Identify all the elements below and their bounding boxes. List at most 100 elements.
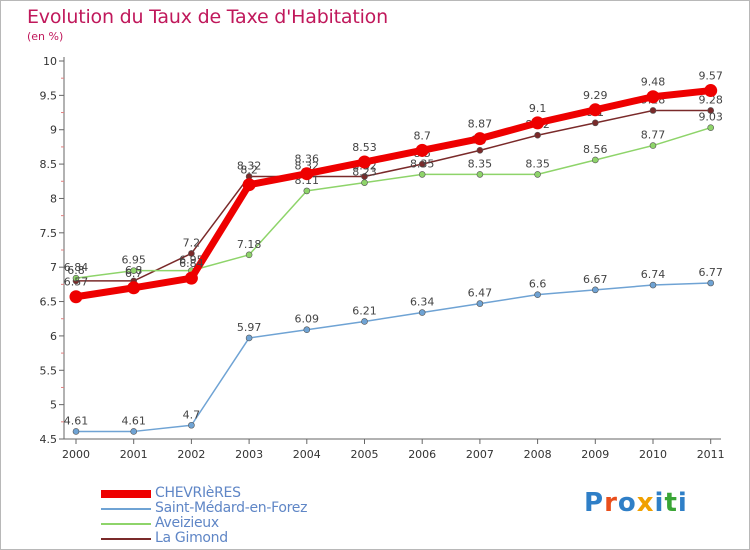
x-tick-label: 2005 (351, 448, 379, 461)
data-point (476, 300, 484, 307)
data-label: 8.7 (413, 129, 431, 142)
data-label: 8.2 (240, 164, 258, 177)
data-point (707, 107, 715, 114)
legend-label: La Gimond (155, 530, 228, 546)
data-point (72, 274, 80, 282)
data-point (361, 179, 368, 186)
data-label: 6.74 (641, 268, 666, 281)
x-tick-label: 2010 (639, 448, 667, 461)
data-point (418, 309, 426, 316)
y-tick-label: 9.5 (40, 89, 58, 102)
series-line (75, 126, 712, 279)
data-label: 9.1 (529, 102, 547, 115)
data-label: 6.95 (121, 254, 146, 267)
legend-item: Saint-Médard-en-Forez (101, 500, 401, 516)
data-label: 4.7 (183, 408, 201, 421)
legend: CHEVRIèRES Saint-Médard-en-Forez Aveizieux… (101, 485, 401, 546)
y-tick-label: 9 (50, 124, 57, 137)
x-tick-label: 2009 (581, 448, 609, 461)
legend-label: Saint-Médard-en-Forez (155, 500, 308, 516)
series-chevri-res: 6.57 6.7 6.84 8.2 8.36 8.53 8.7 8.87 9.1 9.29 9.48… (64, 70, 723, 304)
legend-item: CHEVRIèRES (101, 485, 401, 501)
data-point (188, 250, 195, 257)
data-label: 9.57 (698, 70, 723, 83)
chart-title: Evolution du Taux de Taxe d'Habitation (27, 6, 388, 28)
data-point (591, 156, 599, 164)
x-tick-label: 2006 (408, 448, 436, 461)
data-label: 8.87 (468, 118, 493, 131)
logo-letter: r (604, 488, 618, 518)
series-line (72, 87, 715, 301)
data-label: 9.03 (698, 111, 723, 124)
data-point (127, 281, 141, 295)
data-point (418, 160, 426, 168)
logo-letter: i (677, 488, 688, 518)
data-point (184, 271, 198, 285)
x-tick-label: 2004 (293, 448, 321, 461)
data-point (72, 428, 80, 435)
data-point (704, 84, 718, 98)
logo-letter: P (584, 488, 605, 518)
data-label: 6.09 (295, 313, 320, 326)
data-label: 6.8 (67, 264, 85, 277)
series-saint-m-dard-en-forez: 4.61 4.61 4.7 5.97 6.09 6.21 6.34 6.47 6.6 6.67 6.… (64, 266, 723, 435)
legend-swatch (101, 523, 151, 525)
data-label: 8.35 (468, 157, 493, 170)
proxiti-logo: Proxiti (584, 488, 688, 518)
y-tick-label: 5.5 (40, 364, 58, 377)
y-tick-label: 8 (50, 192, 57, 205)
data-point (358, 155, 371, 169)
data-point (130, 428, 137, 435)
data-label: 6.34 (410, 296, 435, 309)
y-tick-label: 7.5 (40, 227, 58, 240)
data-point (476, 171, 484, 178)
data-label: 4.61 (121, 414, 146, 427)
x-tick-label: 2000 (62, 448, 90, 461)
series-la-gimond: 6.86.87.28.328.328.328.58.78.929.19.289.… (67, 93, 723, 285)
data-label: 8.56 (583, 143, 608, 156)
data-point (242, 178, 256, 192)
data-point (245, 334, 253, 342)
data-point (707, 279, 715, 287)
y-tick-label: 4.5 (40, 433, 58, 446)
y-tick-label: 10 (43, 55, 57, 68)
data-point (534, 131, 541, 139)
legend-swatch (101, 490, 151, 498)
logo-letter: t (664, 488, 678, 518)
data-label: 6.6 (529, 278, 547, 291)
x-tick-label: 2007 (466, 448, 494, 461)
x-tick-label: 2001 (120, 448, 148, 461)
x-tick-label: 2008 (524, 448, 552, 461)
data-point (476, 147, 484, 154)
data-label: 8.77 (641, 129, 666, 142)
data-point (534, 171, 541, 178)
data-label: 6.77 (698, 266, 723, 279)
data-label: 7.2 (183, 236, 201, 249)
series-aveizieux: 6.846.95 6.957.188.118.238.35 8.35 8.358.56… (64, 111, 723, 282)
data-label: 7.18 (237, 238, 262, 251)
legend-swatch (101, 508, 151, 510)
data-point (646, 90, 660, 104)
data-label: 6.21 (352, 304, 377, 317)
data-point (303, 187, 311, 195)
y-tick-label: 5 (50, 399, 57, 412)
data-point (534, 291, 541, 298)
data-point (245, 251, 253, 259)
data-label: 6.84 (179, 257, 204, 270)
data-label: 9.28 (698, 93, 723, 106)
y-tick-label: 6 (50, 330, 57, 343)
series-line (75, 109, 712, 282)
x-tick-label: 2003 (235, 448, 263, 461)
data-label: 9.48 (641, 76, 666, 89)
data-point (588, 103, 602, 117)
data-point (591, 119, 599, 127)
data-label: 8.53 (352, 141, 377, 154)
data-label: 8.36 (295, 153, 320, 166)
y-tick-label: 7 (50, 261, 57, 274)
data-point (418, 171, 426, 178)
data-label: 8.32 (237, 159, 262, 172)
data-label: 5.97 (237, 321, 262, 334)
y-tick-label: 8.5 (40, 158, 58, 171)
